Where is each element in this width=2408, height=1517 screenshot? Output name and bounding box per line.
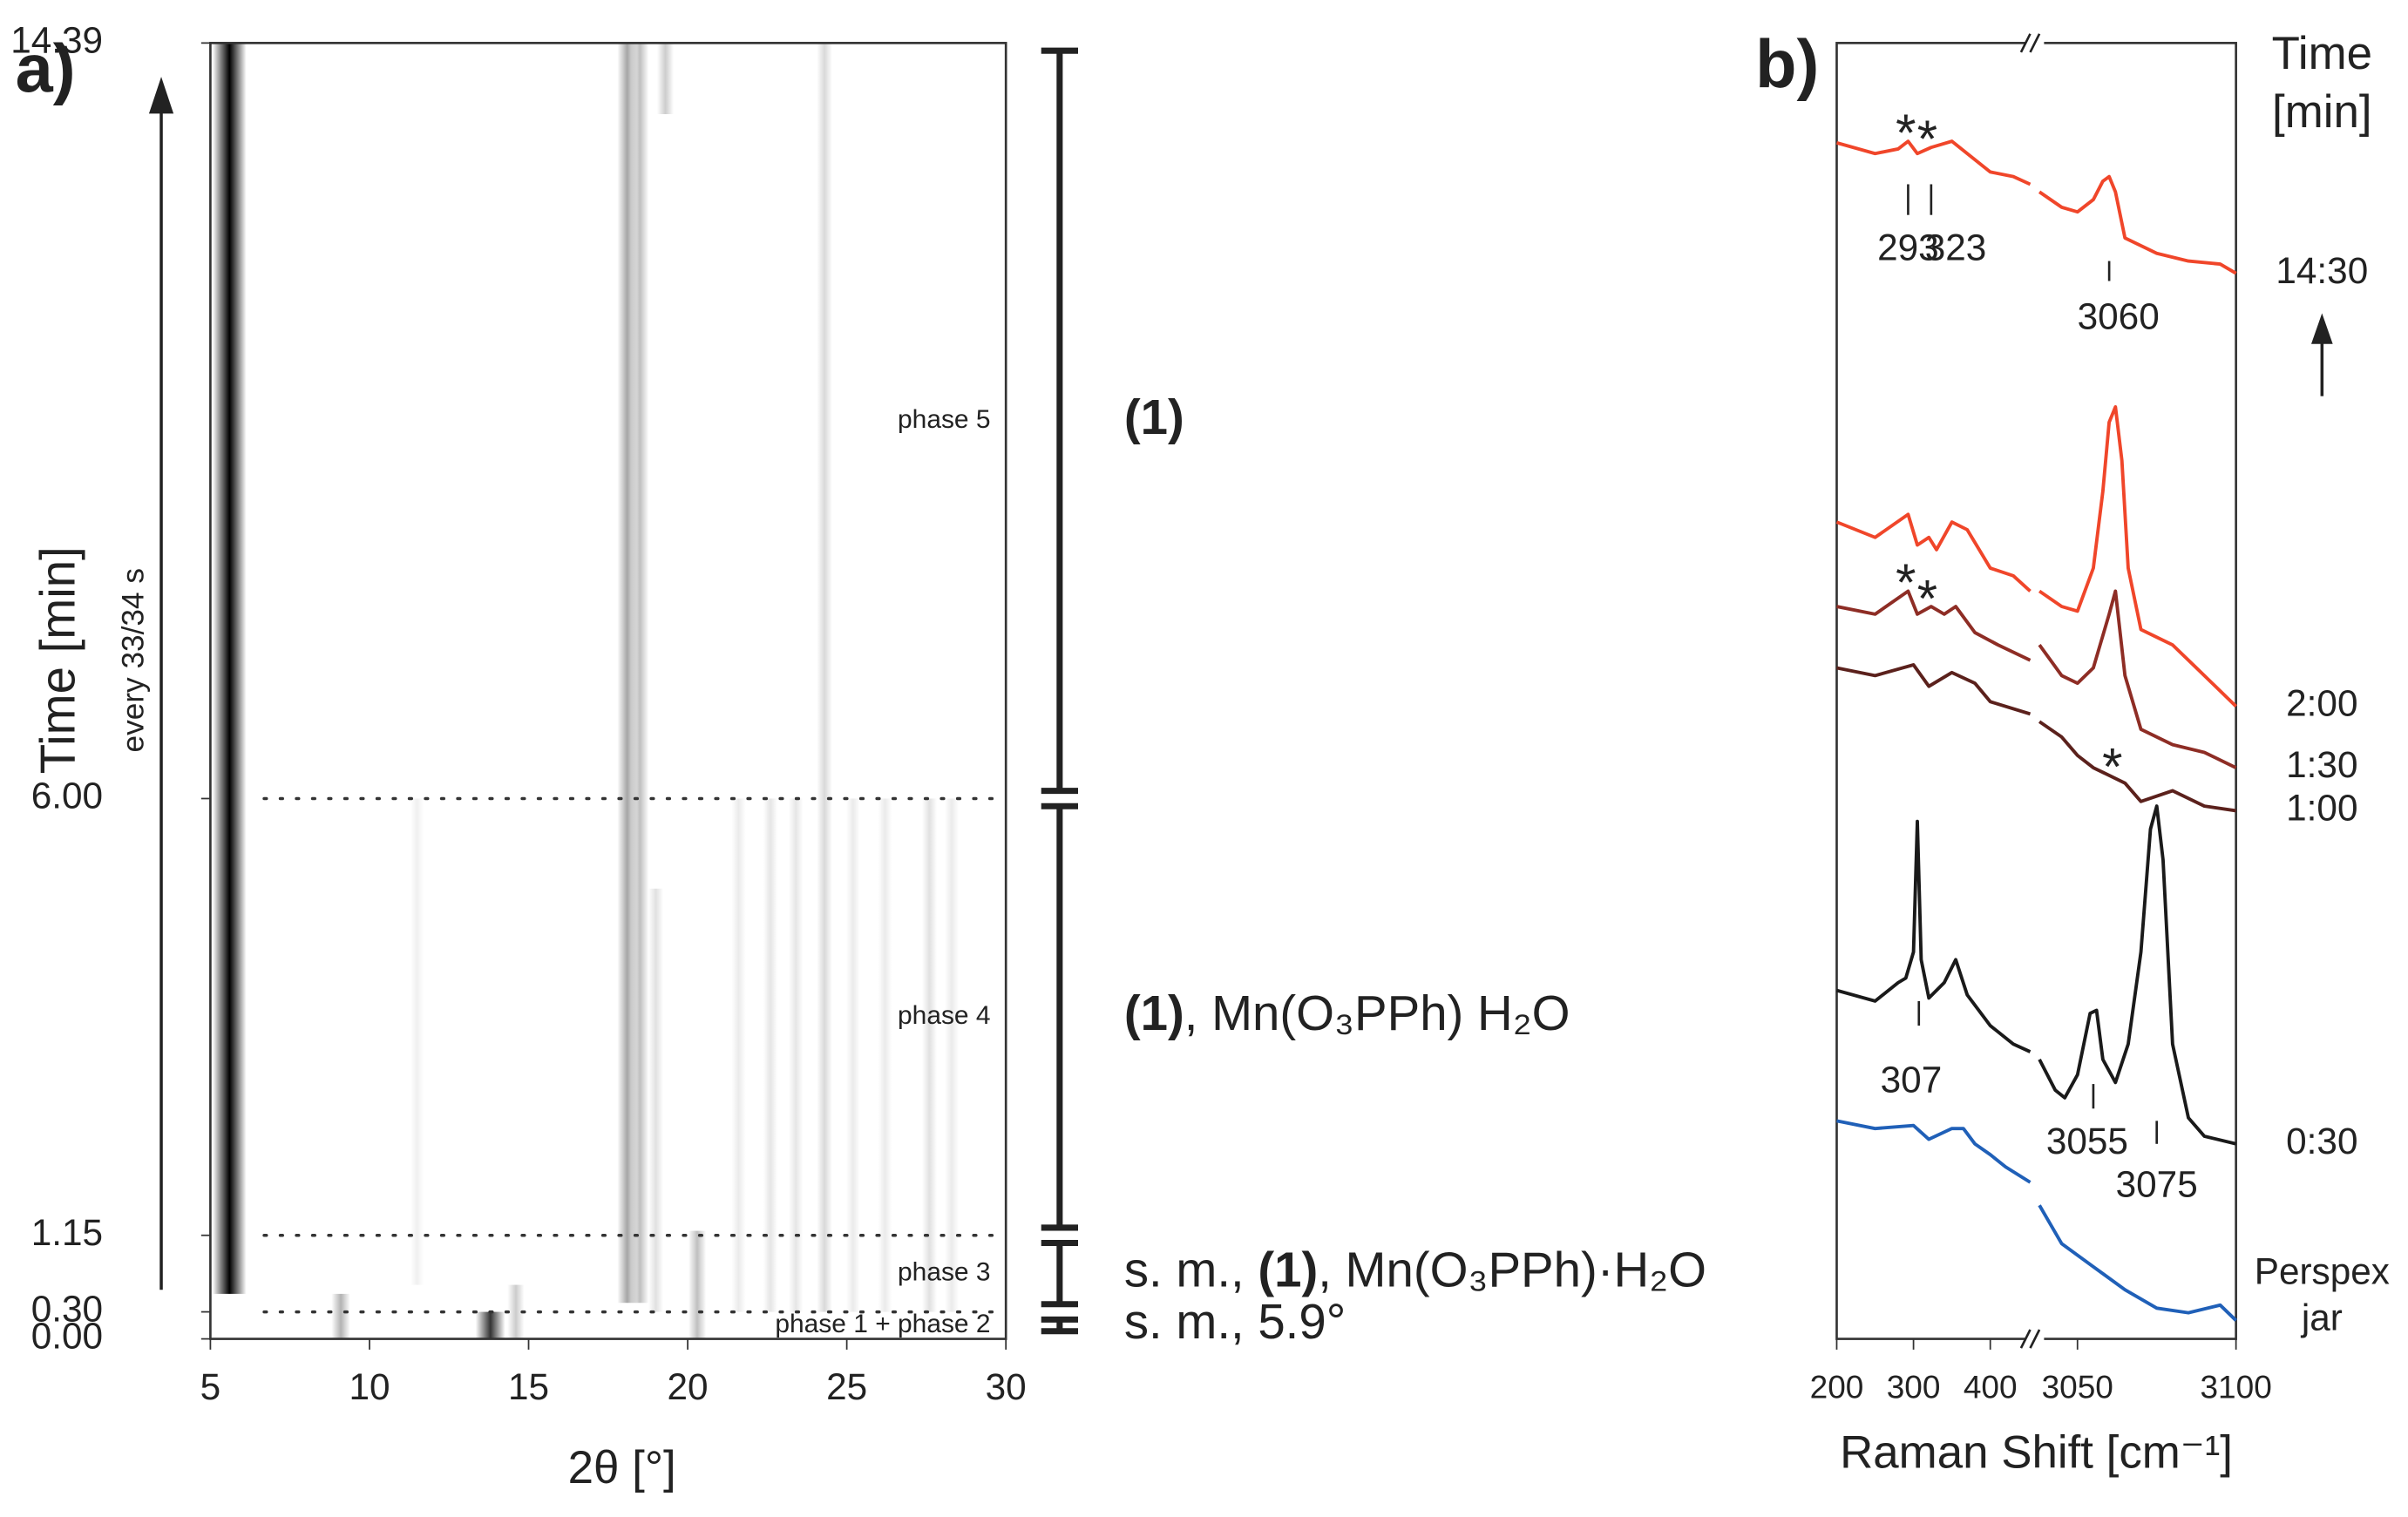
x-tick-label: 200 bbox=[1810, 1370, 1864, 1405]
x-tick-label: 15 bbox=[508, 1366, 549, 1407]
y-axis-label: Time [min] bbox=[30, 546, 85, 774]
reflection bbox=[331, 1293, 350, 1339]
reflection bbox=[631, 43, 649, 1304]
description-part: , Mn(O₃PPh) H₂O bbox=[1184, 985, 1570, 1040]
y-tick-label: 6.00 bbox=[31, 775, 103, 816]
reflection bbox=[878, 798, 892, 1312]
x-tick-label: 300 bbox=[1887, 1370, 1941, 1405]
series-label: 1:00 bbox=[2286, 788, 2357, 829]
spectrum bbox=[1836, 589, 2237, 769]
series-label: 2:00 bbox=[2286, 683, 2357, 724]
x-tick-label: 5 bbox=[200, 1366, 221, 1407]
peak-marker: * bbox=[1917, 110, 1937, 168]
spectrum bbox=[1835, 139, 2237, 275]
spectrum bbox=[1835, 405, 2237, 708]
reflection bbox=[945, 798, 960, 1312]
reflection bbox=[845, 798, 860, 1312]
description-part: (1) bbox=[1124, 985, 1184, 1040]
reflection bbox=[817, 43, 832, 1312]
phase-description: s. m., (1), Mn(O₃PPh)·H₂O bbox=[1124, 1243, 1706, 1297]
peak-label: 3055 bbox=[2046, 1121, 2128, 1161]
peak-marker: * bbox=[1896, 553, 1916, 612]
plots: a) 0.000.30 1.15 6.00 14.39 5 10 15 20 25 30 2θ [°]… bbox=[10, 20, 2390, 1494]
reflection bbox=[731, 798, 746, 1312]
x-tick-label: 3050 bbox=[2042, 1370, 2113, 1405]
x-tick-label: 25 bbox=[826, 1366, 867, 1407]
description-part: s. m., 5.9° bbox=[1124, 1294, 1346, 1349]
reflection bbox=[763, 798, 778, 1312]
panel-label: b) bbox=[1755, 27, 1819, 102]
phase-bracket bbox=[1041, 803, 1079, 1231]
axis-break bbox=[2019, 30, 2045, 1351]
x-tick-label: 30 bbox=[986, 1366, 1027, 1407]
description-part: (1) bbox=[1124, 389, 1184, 444]
phase-label: phase 4 bbox=[898, 1001, 991, 1030]
series-label: Perspex jar bbox=[2255, 1251, 2390, 1338]
time-arrow-b-head bbox=[2310, 313, 2333, 344]
y-tick-label: 0.30 bbox=[31, 1289, 103, 1330]
y-tick-label: 0.00 bbox=[31, 1316, 103, 1357]
reflection bbox=[475, 1311, 505, 1339]
reflection bbox=[648, 888, 664, 1312]
x-tick-label: 400 bbox=[1964, 1370, 2018, 1405]
spectrum bbox=[1836, 1119, 2237, 1322]
phase-bracket bbox=[1041, 1316, 1079, 1335]
peak-label: 293 bbox=[1877, 227, 1939, 268]
peak-marker: * bbox=[1896, 104, 1916, 162]
peak-marker: * bbox=[1917, 569, 1937, 627]
phase-bracket bbox=[1041, 1240, 1079, 1308]
x-tick-label: 10 bbox=[349, 1366, 390, 1407]
series-label: 14:30 bbox=[2276, 250, 2368, 291]
legend-title-line: Time bbox=[2272, 28, 2373, 79]
phase-label: phase 1 + phase 2 bbox=[775, 1310, 990, 1338]
description-part: s. m., bbox=[1124, 1243, 1258, 1297]
series-label-line: jar bbox=[2300, 1297, 2343, 1338]
plot-frame bbox=[209, 42, 1007, 1340]
phase-label: phase 3 bbox=[898, 1258, 991, 1287]
phase-label: phase 5 bbox=[898, 405, 991, 434]
peak-label: 323 bbox=[1925, 227, 1987, 268]
legend-title: Time [min] bbox=[2272, 28, 2373, 138]
peak-label: 3060 bbox=[2078, 296, 2160, 337]
reflection bbox=[688, 1230, 707, 1339]
phase-description: s. m., 5.9° bbox=[1124, 1294, 1346, 1349]
reflection bbox=[212, 43, 247, 1294]
series-label-line: Perspex bbox=[2255, 1251, 2390, 1292]
series-label: 0:30 bbox=[2286, 1121, 2357, 1161]
time-arrow-head bbox=[148, 77, 174, 114]
x-tick-label: 20 bbox=[668, 1366, 709, 1407]
y-tick-label: 14.39 bbox=[10, 20, 103, 61]
x-tick-label: 3100 bbox=[2200, 1370, 2271, 1405]
reflection bbox=[922, 798, 938, 1312]
y-axis-note: every 33/34 s bbox=[116, 568, 150, 753]
phase-description: (1) bbox=[1124, 389, 1184, 444]
peak-label: 3075 bbox=[2116, 1163, 2198, 1204]
spectrum bbox=[1835, 804, 2237, 1146]
panel-label: a) bbox=[16, 31, 76, 106]
phase-description: (1), Mn(O₃PPh) H₂O bbox=[1124, 985, 1570, 1040]
reflection bbox=[657, 43, 675, 115]
spectrum bbox=[1836, 663, 2236, 813]
peak-label: 307 bbox=[1881, 1059, 1943, 1100]
legend-title-line: [min] bbox=[2272, 86, 2372, 138]
reflection bbox=[788, 798, 804, 1312]
description-part: (1) bbox=[1258, 1243, 1318, 1297]
peak-marker: * bbox=[2102, 737, 2122, 796]
description-part: , Mn(O₃PPh)·H₂O bbox=[1318, 1243, 1706, 1297]
series-label: 1:30 bbox=[2286, 744, 2357, 785]
reflection bbox=[507, 1284, 525, 1339]
phase-bracket bbox=[1041, 47, 1079, 795]
y-tick-label: 1.15 bbox=[31, 1212, 103, 1253]
x-axis-label: Raman Shift [cm⁻¹] bbox=[1840, 1426, 2233, 1478]
x-axis-label: 2θ [°] bbox=[568, 1442, 676, 1493]
reflection bbox=[410, 798, 424, 1285]
